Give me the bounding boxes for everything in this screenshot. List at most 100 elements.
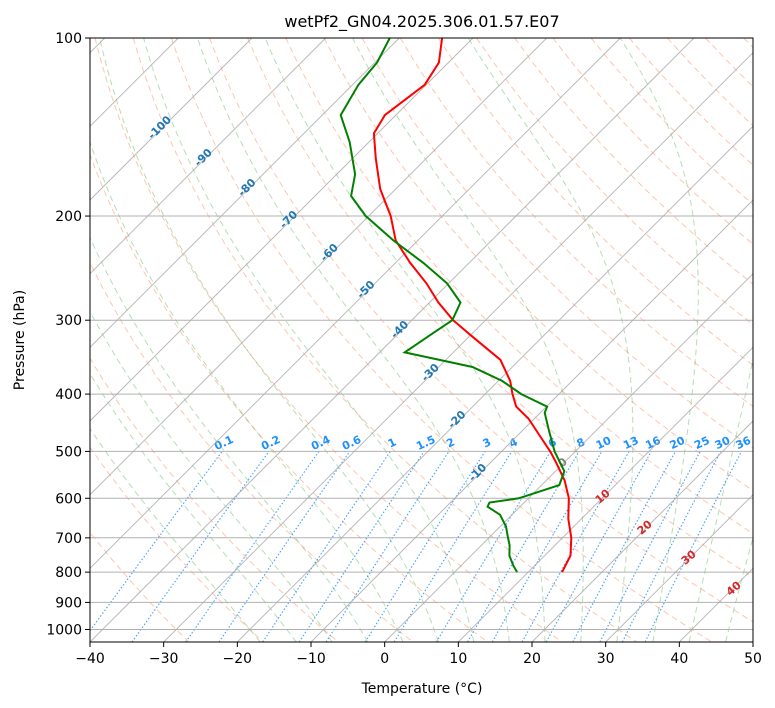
mixing-ratio-line bbox=[185, 451, 320, 642]
x-tick-label: 0 bbox=[380, 651, 389, 667]
isotherm bbox=[90, 38, 253, 201]
dry-adiabat bbox=[90, 153, 488, 642]
y-tick-label: 400 bbox=[55, 387, 82, 403]
y-tick-label: 100 bbox=[55, 31, 82, 47]
dry-adiabat bbox=[132, 38, 638, 642]
mixing-ratio-label: 25 bbox=[692, 434, 711, 452]
moist-adiabat bbox=[264, 38, 546, 642]
dry-adiabat bbox=[170, 38, 712, 642]
x-tick-label: −10 bbox=[296, 651, 326, 667]
x-tick-label: 50 bbox=[744, 651, 762, 667]
mixing-ratio-line bbox=[298, 451, 425, 642]
dry-adiabat bbox=[209, 38, 753, 623]
dry-adiabat bbox=[90, 357, 339, 642]
mixing-ratio-label: 2 bbox=[444, 435, 456, 450]
mixing-ratio-label: 20 bbox=[668, 434, 688, 452]
dry-adiabat bbox=[705, 38, 753, 88]
isotherm-label: -70 bbox=[277, 208, 300, 231]
moist-adiabat bbox=[143, 38, 475, 642]
y-tick-label: 600 bbox=[55, 491, 82, 507]
x-tick-label: 10 bbox=[449, 651, 467, 667]
isotherm bbox=[90, 38, 695, 642]
x-tick-label: −40 bbox=[75, 651, 105, 667]
tick-layer: −40 −30 −20 −10 0 10 20 30 40 50 100 200 300 400 500 60… bbox=[46, 31, 762, 667]
plot-frame bbox=[89, 37, 754, 643]
x-tick-label: −20 bbox=[223, 651, 253, 667]
mixing-ratio-label: 13 bbox=[621, 434, 640, 452]
temperature-profile bbox=[372, 38, 573, 573]
moist-adiabat bbox=[90, 140, 404, 642]
y-tick-label: 900 bbox=[55, 595, 82, 611]
moist-adiabat bbox=[688, 357, 753, 642]
chart-title: wetPf2_GN04.2025.306.01.57.E07 bbox=[284, 12, 559, 32]
mixing-ratio-line bbox=[521, 451, 630, 642]
isotherm-label: -20 bbox=[445, 408, 468, 431]
isotherm bbox=[310, 199, 753, 642]
mixing-ratio-label: 3 bbox=[481, 435, 493, 450]
isotherm-label: -90 bbox=[192, 146, 215, 169]
isotherm bbox=[457, 346, 753, 642]
dry-adiabat bbox=[476, 38, 753, 326]
mixing-ratio-line bbox=[218, 451, 351, 642]
mixing-ratio-label: 0.2 bbox=[259, 433, 282, 453]
isotherm bbox=[605, 493, 753, 642]
dewpoint-profile bbox=[339, 38, 566, 573]
isotherm-label: -80 bbox=[235, 176, 258, 199]
x-tick-label: 30 bbox=[597, 651, 615, 667]
dry-adiabat bbox=[667, 38, 753, 127]
isotherm bbox=[531, 420, 753, 642]
x-axis-label: Temperature (°C) bbox=[361, 681, 483, 697]
dry-adiabat bbox=[323, 38, 753, 492]
isotherm bbox=[752, 641, 753, 642]
dry-adiabat bbox=[94, 38, 563, 642]
mixing-ratio-label: 10 bbox=[594, 434, 614, 452]
mixing-ratio-line bbox=[599, 451, 701, 642]
dry-adiabat bbox=[90, 261, 414, 642]
mixing-ratio-label: 0.6 bbox=[340, 433, 363, 453]
isotherm bbox=[90, 38, 621, 570]
moist-adiabat bbox=[467, 38, 634, 642]
isotherm bbox=[384, 272, 753, 642]
moist-adiabat bbox=[725, 535, 753, 642]
mixing-ratio-line bbox=[435, 451, 552, 642]
x-tick-label: 40 bbox=[670, 651, 688, 667]
y-tick-label: 700 bbox=[55, 531, 82, 547]
mixing-ratio-line bbox=[545, 451, 652, 642]
moist-adiabat bbox=[90, 236, 369, 642]
mixing-ratio-line bbox=[393, 451, 513, 642]
isotherm bbox=[90, 38, 474, 422]
isotherm-label: -50 bbox=[354, 278, 377, 301]
mixing-ratio-label: 16 bbox=[643, 434, 663, 452]
mixing-ratio-label: 0.4 bbox=[309, 433, 332, 453]
x-tick-label: 20 bbox=[523, 651, 541, 667]
y-tick-label: 300 bbox=[55, 313, 82, 329]
mixing-ratio-line bbox=[262, 451, 391, 642]
isotherm bbox=[678, 567, 753, 642]
mixing-ratio-label: 1.5 bbox=[414, 433, 437, 453]
mixing-ratio-line bbox=[621, 451, 722, 642]
y-tick-label: 200 bbox=[55, 209, 82, 225]
mixing-ratio-line bbox=[644, 451, 742, 642]
mixing-ratio-label: 4 bbox=[507, 435, 520, 450]
mixing-ratio-label: 36 bbox=[734, 434, 754, 452]
moist-adiabat bbox=[197, 38, 510, 642]
y-tick-label: 800 bbox=[55, 565, 82, 581]
moist-adiabat bbox=[90, 427, 261, 642]
mixing-ratio-line bbox=[90, 451, 223, 632]
dry-adiabat bbox=[590, 38, 753, 206]
moist-adiabat bbox=[619, 38, 699, 642]
moist-adiabat bbox=[352, 38, 584, 642]
mixing-ratio-label: 30 bbox=[713, 434, 733, 452]
mixing-ratio-line bbox=[325, 451, 450, 642]
dry-adiabat bbox=[90, 446, 264, 642]
isotherm bbox=[163, 51, 753, 642]
mixing-ratio-line bbox=[364, 451, 486, 642]
y-tick-label: 1000 bbox=[46, 622, 82, 638]
mixing-ratio-line bbox=[572, 451, 676, 642]
isotherm bbox=[236, 125, 753, 642]
y-tick-label: 500 bbox=[55, 444, 82, 460]
x-tick-label: −30 bbox=[149, 651, 179, 667]
moist-adiabat bbox=[90, 372, 297, 642]
moist-adiabat-label: 10 bbox=[593, 486, 613, 506]
